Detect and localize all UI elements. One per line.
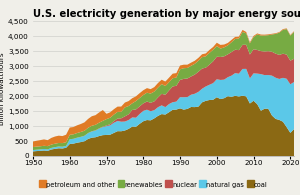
Y-axis label: billion kilowatthours: billion kilowatthours [0, 52, 5, 125]
Legend: petroleum and other, renewables, nuclear, natural gas, coal: petroleum and other, renewables, nuclear… [36, 180, 270, 191]
Text: U.S. electricity generation by major energy source, 1950-2021: U.S. electricity generation by major ene… [33, 9, 300, 19]
